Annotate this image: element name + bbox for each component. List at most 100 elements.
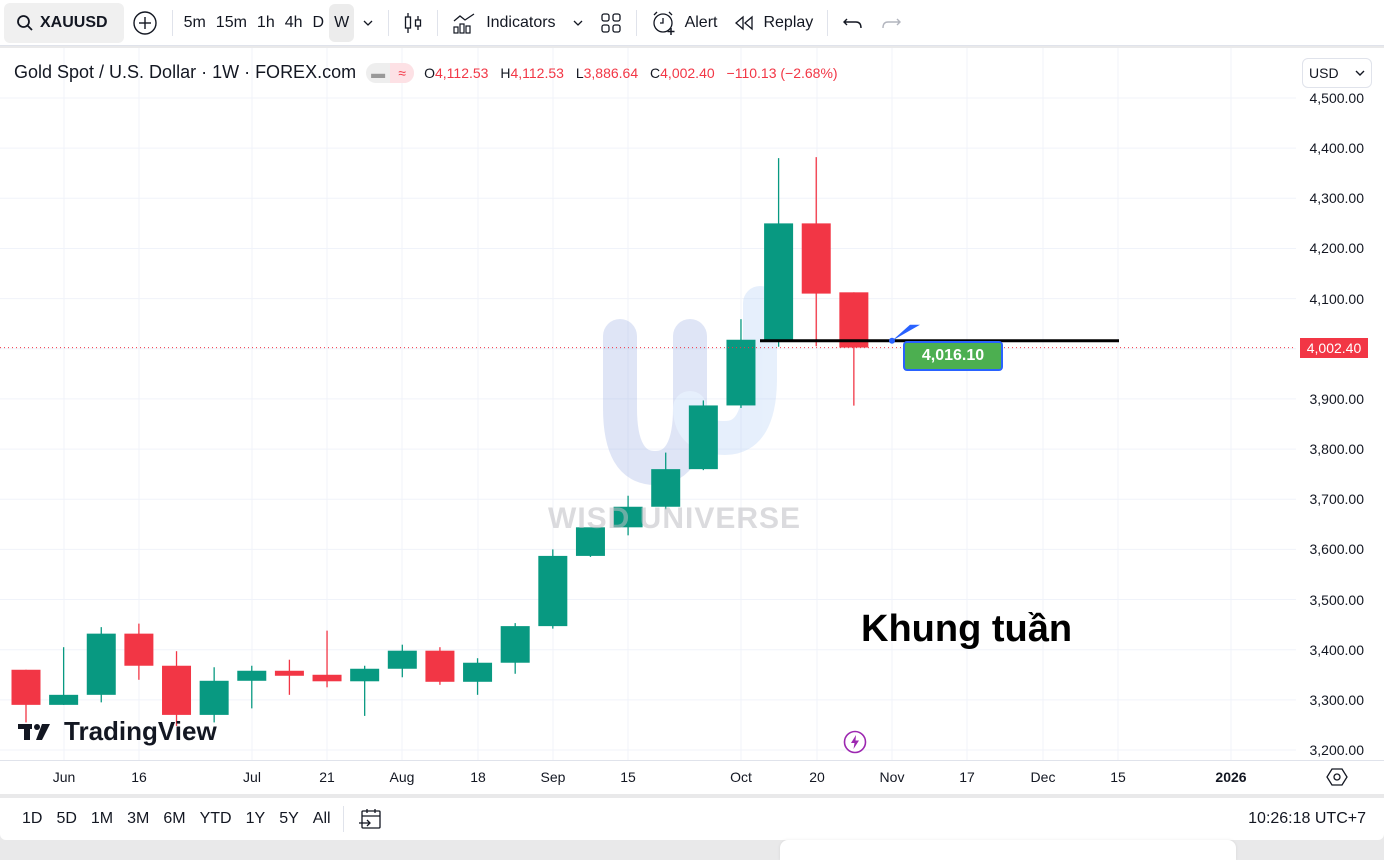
close-value: 4,002.40 <box>660 64 715 81</box>
lightning-icon[interactable] <box>843 730 867 754</box>
divider <box>635 9 637 36</box>
tradingview-logo[interactable]: TradingView <box>18 716 217 747</box>
chart-plot-area[interactable]: WISD UNIVERSE Khung tuần TradingView 4,0… <box>0 48 1296 760</box>
indicators-label: Indicators <box>486 13 556 31</box>
top-toolbar: XAUUSD 5m 15m 1h 4h D W Indicators <box>0 0 1384 46</box>
alert-label: Alert <box>684 13 718 31</box>
undo-icon <box>842 15 864 31</box>
approx-icon[interactable]: ≈ <box>390 62 415 83</box>
price-tick: 3,400.00 <box>1309 641 1365 658</box>
price-axis[interactable]: 4,500.00 4,400.00 4,300.00 4,200.00 4,100.00… <box>1296 48 1384 760</box>
annotation-text[interactable]: Khung tuần <box>861 608 1073 650</box>
range-ytd[interactable]: YTD <box>199 810 232 827</box>
symbol-search-button[interactable]: XAUUSD <box>4 2 124 43</box>
time-tick: 15 <box>620 769 636 785</box>
price-tick: 3,600.00 <box>1309 541 1365 558</box>
range-3m[interactable]: 3M <box>127 810 150 827</box>
plus-circle-icon <box>132 10 158 36</box>
high-value: 4,112.53 <box>510 64 564 81</box>
minus-icon[interactable]: ▬ <box>371 64 386 81</box>
range-5d[interactable]: 5D <box>56 810 77 827</box>
time-tick: Sep <box>540 769 566 785</box>
undo-button[interactable] <box>834 4 872 42</box>
indicators-button[interactable]: Indicators <box>444 4 563 42</box>
calendar-arrow-icon <box>358 809 381 829</box>
tradingview-logo-text: TradingView <box>64 716 217 746</box>
price-callout[interactable]: 4,016.10 <box>903 341 1003 371</box>
chevron-down-icon <box>1355 70 1365 76</box>
tradingview-logo-icon <box>18 723 50 740</box>
time-tick: Nov <box>879 769 905 785</box>
interval-15m[interactable]: 15m <box>215 13 247 31</box>
search-icon <box>16 14 34 32</box>
price-tick: 3,800.00 <box>1309 441 1365 458</box>
replay-label: Replay <box>763 13 814 31</box>
chart-panel: WISD UNIVERSE Khung tuần TradingView 4,0… <box>0 48 1384 794</box>
divider <box>342 806 344 832</box>
range-1m[interactable]: 1M <box>90 810 114 827</box>
drawing-toolbar[interactable] <box>780 840 1236 860</box>
legend-toggles: ▬ ≈ <box>366 62 415 83</box>
low-value: 3,886.64 <box>583 64 639 81</box>
open-value: 4,112.53 <box>434 64 489 81</box>
interval-4h[interactable]: 4h <box>284 13 303 31</box>
interval-1h[interactable]: 1h <box>256 13 275 31</box>
price-tick: 4,100.00 <box>1309 290 1365 307</box>
symbol-title[interactable]: Gold Spot / U.S. Dollar · 1W · FOREX.com <box>14 62 357 82</box>
time-tick: 15 <box>1110 769 1126 785</box>
price-tick: 3,500.00 <box>1309 591 1365 608</box>
range-1y[interactable]: 1Y <box>245 810 266 827</box>
range-all[interactable]: All <box>312 810 331 827</box>
redo-button[interactable] <box>872 4 910 42</box>
time-tick: Jul <box>243 769 261 785</box>
divider <box>171 9 173 36</box>
replay-button[interactable]: Replay <box>725 4 821 42</box>
interval-w[interactable]: W <box>329 3 355 42</box>
settings-hex-icon[interactable] <box>1326 767 1348 792</box>
last-price-badge: 4,002.40 <box>1300 337 1368 358</box>
price-tick: 4,400.00 <box>1309 140 1365 157</box>
price-tick: 3,700.00 <box>1309 491 1365 508</box>
symbol-label: XAUUSD <box>40 13 108 31</box>
watermark-text: WISD UNIVERSE <box>548 502 802 535</box>
goto-date-button[interactable] <box>358 807 384 831</box>
range-6m[interactable]: 6M <box>163 810 186 827</box>
price-tick: 4,300.00 <box>1309 190 1365 207</box>
grid-icon <box>600 12 622 34</box>
layout-templates-button[interactable] <box>592 4 630 42</box>
indicators-dropdown[interactable] <box>564 4 592 42</box>
price-tick: 3,200.00 <box>1309 742 1365 758</box>
price-tick: 3,900.00 <box>1309 390 1365 407</box>
interval-d[interactable]: D <box>312 13 325 31</box>
bottom-toolbar: 1D 5D 1M 3M 6M YTD 1Y 5Y All 10:26:18 UT… <box>0 798 1384 840</box>
indicators-icon <box>452 11 476 35</box>
clock-timezone[interactable]: 10:26:18 UTC+7 <box>1248 810 1366 827</box>
price-tick: 4,200.00 <box>1309 240 1365 257</box>
time-tick: Dec <box>1030 769 1056 785</box>
open-key: O <box>424 64 435 81</box>
interval-dropdown[interactable] <box>354 4 382 42</box>
change-value: −110.13 (−2.68%) <box>726 64 838 81</box>
time-axis[interactable]: Jun 16 Jul 21 Aug 18 Sep 15 Oct 20 Nov 17 Dec 15 2026 <box>0 760 1384 794</box>
currency-label: USD <box>1309 65 1339 81</box>
divider <box>437 9 439 36</box>
close-key: C <box>650 64 661 81</box>
low-key: L <box>575 64 584 81</box>
currency-selector[interactable]: USD <box>1302 58 1372 88</box>
interval-5m[interactable]: 5m <box>183 13 206 31</box>
time-tick: Aug <box>389 769 415 785</box>
compare-add-button[interactable] <box>124 4 166 42</box>
chevron-down-icon <box>362 19 374 27</box>
time-tick: 20 <box>809 769 825 785</box>
range-5y[interactable]: 5Y <box>279 810 299 827</box>
range-1d[interactable]: 1D <box>22 810 43 827</box>
time-tick: 21 <box>319 769 335 785</box>
chart-legend: Gold Spot / U.S. Dollar · 1W · FOREX.com… <box>14 62 846 83</box>
time-tick: Jun <box>52 769 76 785</box>
alert-button[interactable]: Alert <box>643 4 726 42</box>
time-tick: 17 <box>959 769 975 785</box>
chart-type-button[interactable] <box>395 4 431 42</box>
time-tick: 18 <box>470 769 486 785</box>
time-tick: Oct <box>730 769 752 785</box>
price-tick: 3,300.00 <box>1309 691 1365 708</box>
